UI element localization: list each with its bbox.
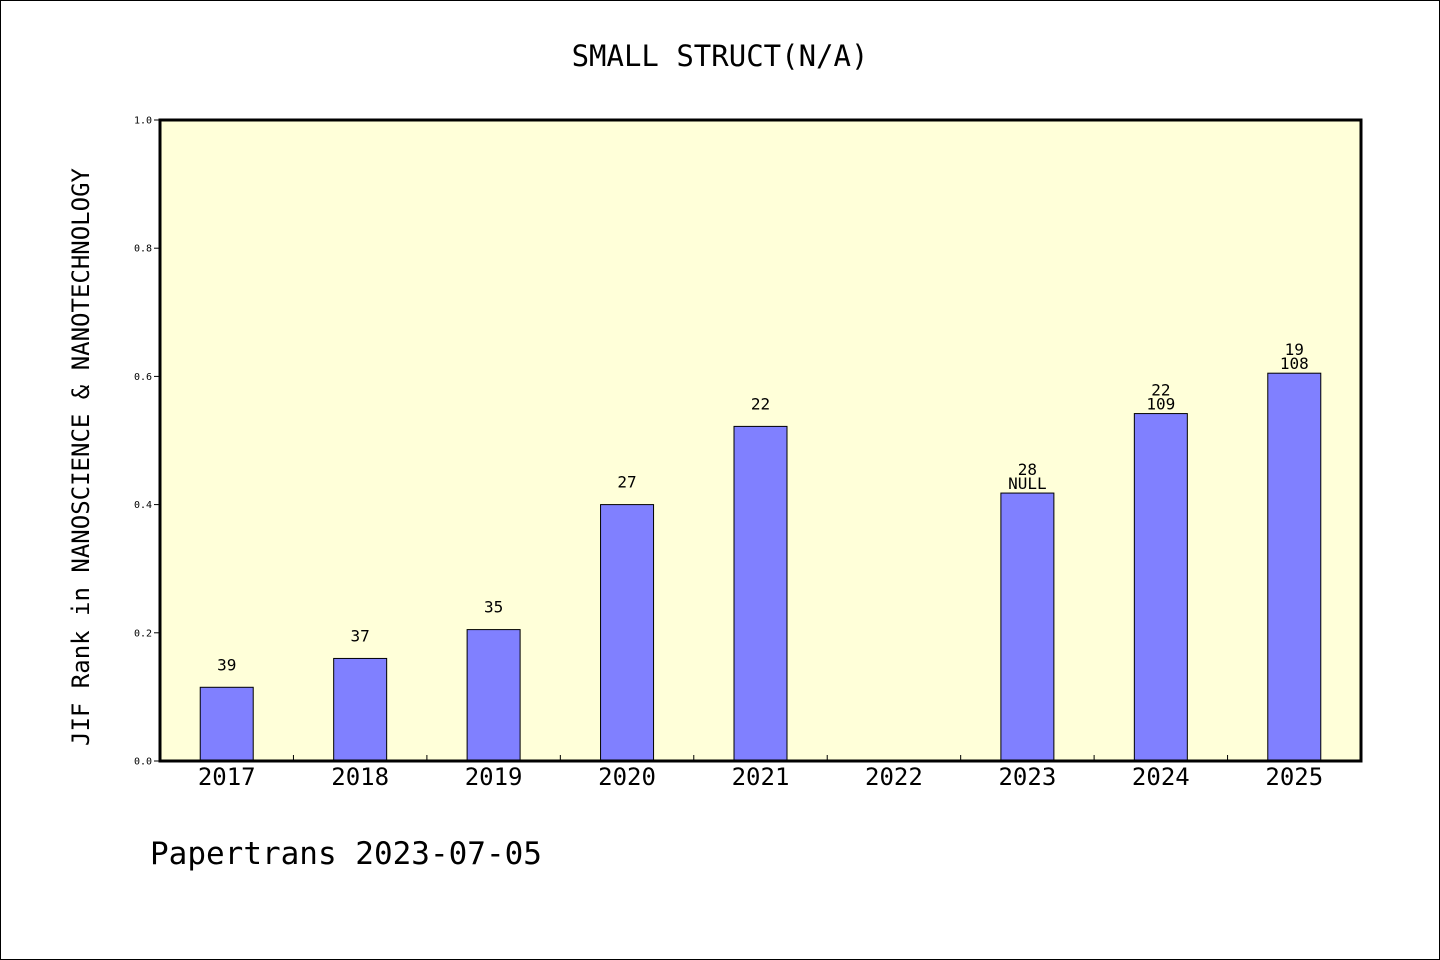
bar-value-label: 35 [484, 598, 503, 617]
x-tick-label: 2019 [465, 763, 523, 791]
bar [600, 504, 655, 762]
bar [333, 657, 388, 762]
bar [466, 629, 521, 762]
bar-value-label: 22 [751, 394, 770, 413]
x-tick-label: 2018 [331, 763, 389, 791]
bar-value-label: 109 [1146, 395, 1175, 414]
y-tick-label: 0.8 [134, 244, 152, 255]
bar-value-label: 27 [617, 473, 636, 492]
x-tick-label: 2025 [1265, 763, 1323, 791]
bar-value-label: NULL [1008, 474, 1047, 493]
plot-border [158, 118, 1363, 763]
chart-title: SMALL STRUCT(N/A) [572, 39, 869, 73]
bar [733, 425, 788, 762]
bar-value-label: 108 [1280, 354, 1309, 373]
y-tick-label: 0.0 [134, 757, 152, 768]
x-axis: 2017 2018 2019 2020 2021 2022 2023 2024 2025 [198, 755, 1323, 791]
y-tick-label: 1.0 [134, 116, 152, 127]
y-tick-label: 0.6 [134, 372, 152, 383]
bar-value-label: 39 [217, 655, 236, 674]
bar [199, 686, 254, 762]
x-tick-label: 2020 [598, 763, 656, 791]
y-tick-label: 0.4 [134, 500, 152, 511]
y-axis: 0.0 0.2 0.4 0.6 0.8 1.0 [134, 116, 160, 768]
y-axis-label: JIF Rank in NANOSCIENCE & NANOTECHNOLOGY [67, 167, 95, 746]
bar-value-label: 19 [1285, 340, 1304, 359]
bar [1267, 372, 1322, 762]
bar [1000, 492, 1055, 762]
x-tick-label: 2024 [1132, 763, 1190, 791]
x-tick-label: 2023 [998, 763, 1056, 791]
x-tick-label: 2021 [732, 763, 790, 791]
bar-value-label: 28 [1018, 460, 1037, 479]
bar-value-label: 22 [1151, 381, 1170, 400]
y-tick-label: 0.2 [134, 628, 152, 639]
bar [1133, 413, 1188, 762]
x-tick-label: 2017 [198, 763, 256, 791]
bar-value-label: 37 [351, 626, 370, 645]
x-tick-label: 2022 [865, 763, 923, 791]
footer-note: Papertrans 2023-07-05 [150, 836, 542, 872]
bars-group [199, 372, 1322, 762]
